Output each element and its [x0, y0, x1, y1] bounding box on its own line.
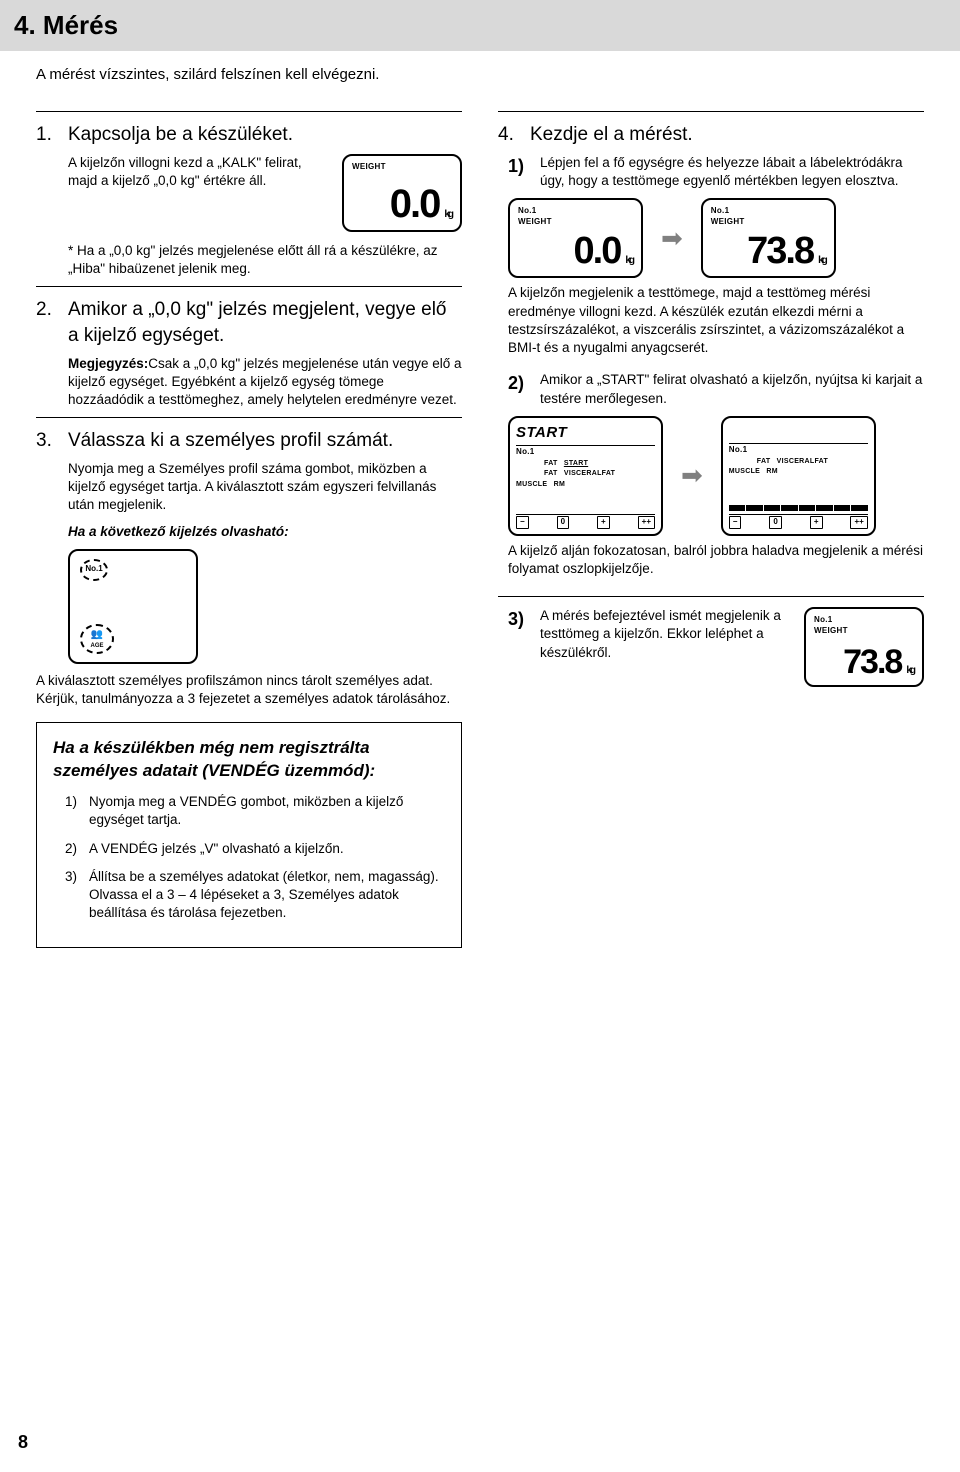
substep-1-after: A kijelzőn megjelenik a testtömege, majd…: [498, 284, 924, 357]
step-3-italic: Ha a következő kijelzés olvasható:: [36, 523, 462, 541]
display-header: No.1 WEIGHT: [814, 615, 914, 637]
step-1-note: * Ha a „0,0 kg" jelzés megjelenése előtt…: [36, 242, 462, 278]
step-title: Kezdje el a mérést.: [530, 122, 924, 148]
step-1-body: A kijelzőn villogni kezd a „KALK" felira…: [36, 154, 462, 232]
start-label: START: [516, 423, 655, 443]
display-weight-final: No.1 WEIGHT 73.8 kg: [804, 607, 924, 687]
display-info: No.1 FAT START FAT VISCERALFAT MUSCLE RM: [516, 445, 655, 489]
divider: [498, 111, 924, 112]
display-header: No.1 WEIGHT: [711, 206, 826, 228]
step-number: 3.: [36, 428, 58, 454]
display-start-after: No.1 FAT VISCERALFAT MUSCLE RM −: [721, 416, 876, 536]
dashed-indicator-top: No.1: [80, 559, 108, 581]
step-3-text: Nyomja meg a Személyes profil száma gomb…: [36, 460, 462, 515]
guest-step: 3)Állítsa be a személyes adatokat (életk…: [65, 868, 445, 923]
display-value: 0.0 kg: [352, 184, 452, 224]
right-column: 4. Kezdje el a mérést. 1) Lépjen fel a f…: [498, 103, 924, 947]
display-weight-00: WEIGHT 0.0 kg: [342, 154, 462, 232]
substep-2-after: A kijelző alján fokozatosan, balról jobb…: [498, 542, 924, 578]
arrow-right-icon: ➡: [661, 221, 683, 256]
divider: [36, 417, 462, 418]
step-2-heading: 2. Amikor a „0,0 kg" jelzés megjelent, v…: [36, 297, 462, 348]
profile-no: No.1: [85, 564, 102, 575]
step-3-heading: 3. Válassza ki a személyes profil számát…: [36, 428, 462, 454]
substep-2: 2) Amikor a „START" felirat olvasható a …: [498, 371, 924, 407]
display-pair-start: START No.1 FAT START FAT VISCERALFAT MUS…: [498, 416, 924, 536]
display-header: No.1 WEIGHT: [518, 206, 633, 228]
guest-mode-box: Ha a készülékben még nem regisztrálta sz…: [36, 722, 462, 947]
substep-3: 3) A mérés befejeztével ismét megjelenik…: [498, 607, 924, 687]
step-title: Amikor a „0,0 kg" jelzés megjelent, vegy…: [68, 297, 462, 348]
substep-text: Amikor a „START" felirat olvasható a kij…: [540, 371, 924, 407]
note-label: Megjegyzés:: [68, 356, 148, 371]
two-column-layout: 1. Kapcsolja be a készüléket. A kijelzőn…: [0, 103, 960, 947]
substep-1: 1) Lépjen fel a fő egységre és helyezze …: [498, 154, 924, 190]
display-start-before: START No.1 FAT START FAT VISCERALFAT MUS…: [508, 416, 663, 536]
display-value: 0.0 kg: [518, 232, 633, 270]
step-4-heading: 4. Kezdje el a mérést.: [498, 122, 924, 148]
section-header: 4. Mérés: [0, 0, 960, 51]
step-3-after: A kiválasztott személyes profilszámon ni…: [36, 672, 462, 708]
step-title: Válassza ki a személyes profil számát.: [68, 428, 462, 454]
guest-step: 2)A VENDÉG jelzés „V" olvasható a kijelz…: [65, 840, 445, 858]
substep-number: 3): [508, 607, 530, 631]
guest-heading: Ha a készülékben még nem regisztrálta sz…: [53, 737, 445, 783]
display-info: No.1 FAT VISCERALFAT MUSCLE RM: [729, 443, 868, 477]
display-buttons: − 0 + ++: [729, 514, 868, 529]
step-1-heading: 1. Kapcsolja be a készüléket.: [36, 122, 462, 148]
substep-number: 2): [508, 371, 530, 407]
step-number: 4.: [498, 122, 520, 148]
display-label: WEIGHT: [352, 162, 452, 173]
display-value: 73.8 kg: [814, 645, 914, 679]
left-column: 1. Kapcsolja be a készüléket. A kijelzőn…: [36, 103, 462, 947]
display-weight-after: No.1 WEIGHT 73.8 kg: [701, 198, 836, 278]
page-number: 8: [18, 1430, 28, 1454]
substep-number: 1): [508, 154, 530, 190]
substep-text: A mérés befejeztével ismét megjelenik a …: [540, 607, 794, 662]
step-1-text: A kijelzőn villogni kezd a „KALK" felira…: [68, 154, 328, 190]
display-value: 73.8 kg: [711, 232, 826, 270]
divider: [36, 286, 462, 287]
substep-text: Lépjen fel a fő egységre és helyezze láb…: [540, 154, 924, 190]
age-label: AGE: [90, 642, 103, 650]
display-profile: No.1 👥 AGE: [68, 549, 198, 664]
divider: [36, 111, 462, 112]
display-weight-before: No.1 WEIGHT 0.0 kg: [508, 198, 643, 278]
intro-text: A mérést vízszintes, szilárd felszínen k…: [0, 65, 960, 85]
guest-steps: 1)Nyomja meg a VENDÉG gombot, miközben a…: [53, 793, 445, 922]
display-pair-weight: No.1 WEIGHT 0.0 kg ➡ No.1 WEIGHT 73.8 kg: [498, 198, 924, 278]
dashed-indicator-bottom: 👥 AGE: [80, 624, 114, 654]
progress-bar: [729, 505, 868, 511]
person-icon: 👥: [91, 628, 103, 642]
divider: [498, 596, 924, 597]
display-buttons: − 0 + ++: [516, 514, 655, 529]
step-title: Kapcsolja be a készüléket.: [68, 122, 462, 148]
step-number: 1.: [36, 122, 58, 148]
section-title: 4. Mérés: [14, 8, 946, 43]
step-2-note: Megjegyzés:Csak a „0,0 kg" jelzés megjel…: [36, 355, 462, 410]
guest-step: 1)Nyomja meg a VENDÉG gombot, miközben a…: [65, 793, 445, 829]
step-number: 2.: [36, 297, 58, 323]
arrow-right-icon: ➡: [681, 458, 703, 493]
